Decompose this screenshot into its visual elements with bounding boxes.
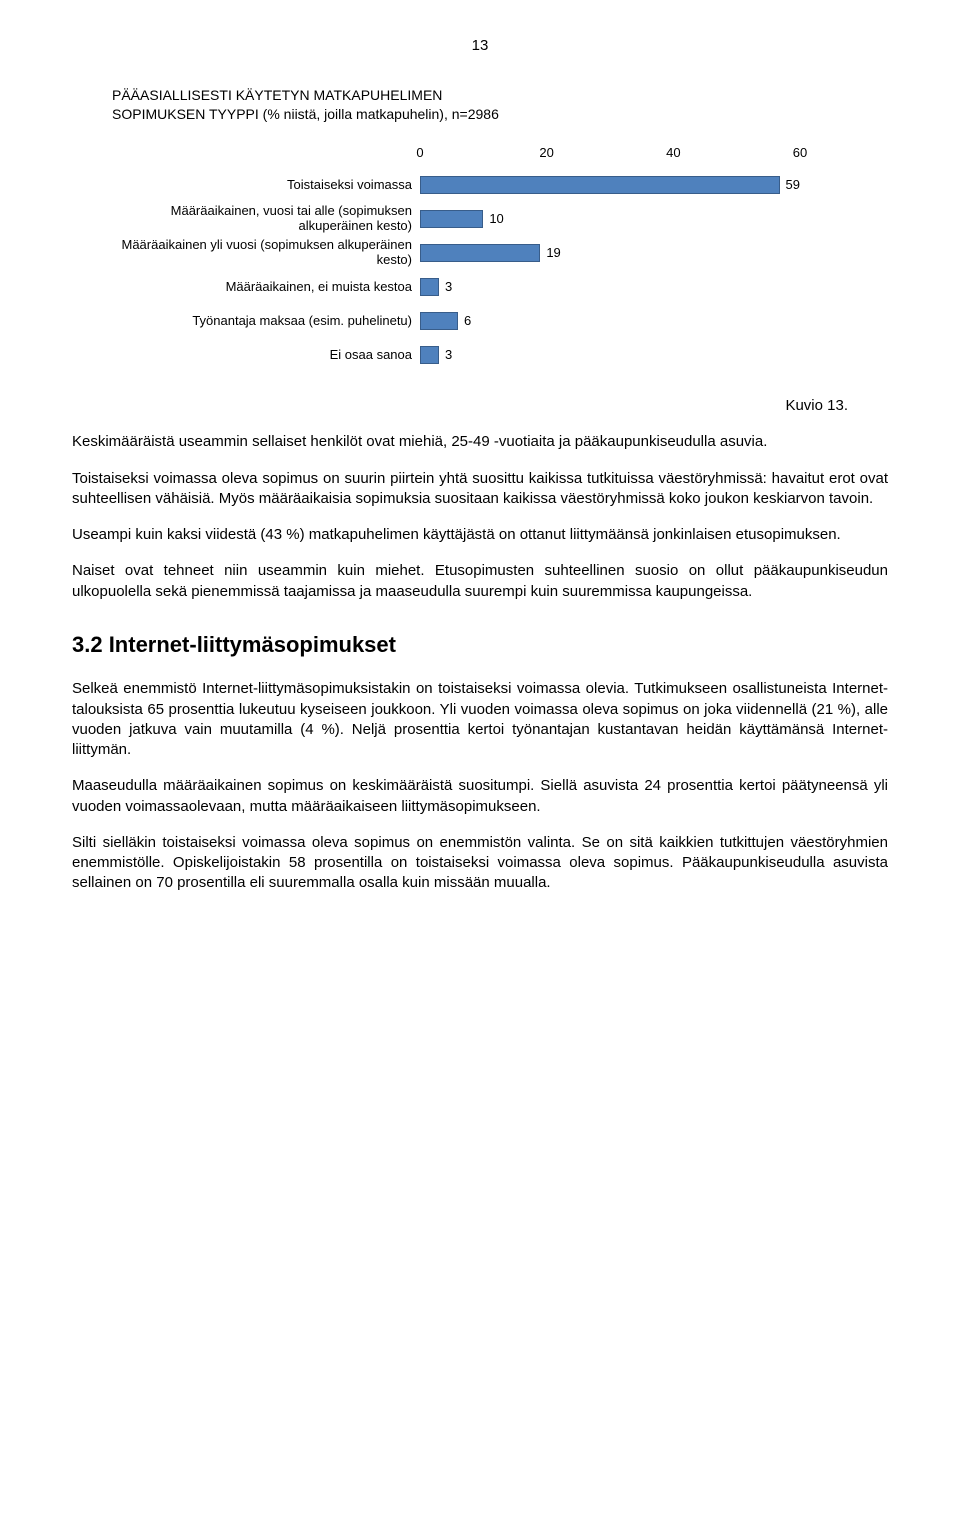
chart-bar	[420, 176, 780, 194]
chart-title-line2: SOPIMUKSEN TYYPPI (% niistä, joilla matk…	[112, 106, 499, 122]
chart-row-plot: 59	[420, 168, 800, 202]
chart-row-plot: 10	[420, 202, 800, 236]
chart-value: 3	[445, 278, 452, 296]
chart-row: Työnantaja maksaa (esim. puhelinetu) 6	[112, 304, 848, 338]
chart-x-axis: 0204060	[420, 144, 800, 162]
chart-row: Määräaikainen, vuosi tai alle (sopimukse…	[112, 202, 848, 236]
chart-rows: Toistaiseksi voimassa 59 Määräaikainen, vu…	[112, 168, 848, 372]
chart-row-label: Työnantaja maksaa (esim. puhelinetu)	[112, 314, 420, 329]
chart-value: 19	[546, 244, 560, 262]
chart-row: Määräaikainen, ei muista kestoa 3	[112, 270, 848, 304]
chart-value: 59	[786, 176, 800, 194]
figure-label: Kuvio 13.	[72, 396, 848, 416]
chart-row-label: Toistaiseksi voimassa	[112, 178, 420, 193]
chart-row-label: Määräaikainen yli vuosi (sopimuksen alku…	[112, 238, 420, 268]
chart-title: PÄÄASIALLISESTI KÄYTETYN MATKAPUHELIMEN …	[112, 86, 848, 124]
chart-value: 10	[489, 210, 503, 228]
chart-row-plot: 19	[420, 236, 800, 270]
chart-row: Toistaiseksi voimassa 59	[112, 168, 848, 202]
page-number: 13	[72, 36, 888, 56]
body-paragraph: Naiset ovat tehneet niin useammin kuin m…	[72, 561, 888, 602]
body-paragraph: Useampi kuin kaksi viidestä (43 %) matka…	[72, 525, 888, 545]
body-paragraph: Keskimääräistä useammin sellaiset henkil…	[72, 432, 888, 452]
body-paragraph: Selkeä enemmistö Internet-liittymäsopimu…	[72, 679, 888, 760]
chart-bar	[420, 210, 483, 228]
chart-bar	[420, 244, 540, 262]
body-paragraph: Toistaiseksi voimassa oleva sopimus on s…	[72, 469, 888, 510]
chart-bar	[420, 278, 439, 296]
chart-row-label: Ei osaa sanoa	[112, 348, 420, 363]
body-paragraph: Silti sielläkin toistaiseksi voimassa ol…	[72, 833, 888, 894]
chart-row-plot: 3	[420, 270, 800, 304]
chart-row-plot: 6	[420, 304, 800, 338]
body-paragraph: Maaseudulla määräaikainen sopimus on kes…	[72, 776, 888, 817]
chart-row: Ei osaa sanoa 3	[112, 338, 848, 372]
chart-title-line1: PÄÄASIALLISESTI KÄYTETYN MATKAPUHELIMEN	[112, 87, 442, 103]
chart-value: 6	[464, 312, 471, 330]
chart-value: 3	[445, 346, 452, 364]
chart-row-label: Määräaikainen, ei muista kestoa	[112, 280, 420, 295]
chart-row-plot: 3	[420, 338, 800, 372]
chart-row-label: Määräaikainen, vuosi tai alle (sopimukse…	[112, 204, 420, 234]
chart-tick: 40	[666, 144, 680, 162]
chart-tick: 60	[793, 144, 807, 162]
chart-container: PÄÄASIALLISESTI KÄYTETYN MATKAPUHELIMEN …	[112, 86, 848, 372]
chart-bar	[420, 346, 439, 364]
chart-row: Määräaikainen yli vuosi (sopimuksen alku…	[112, 236, 848, 270]
chart-tick: 20	[539, 144, 553, 162]
chart-bar	[420, 312, 458, 330]
chart-tick: 0	[416, 144, 423, 162]
section-heading: 3.2 Internet-liittymäsopimukset	[72, 630, 888, 660]
